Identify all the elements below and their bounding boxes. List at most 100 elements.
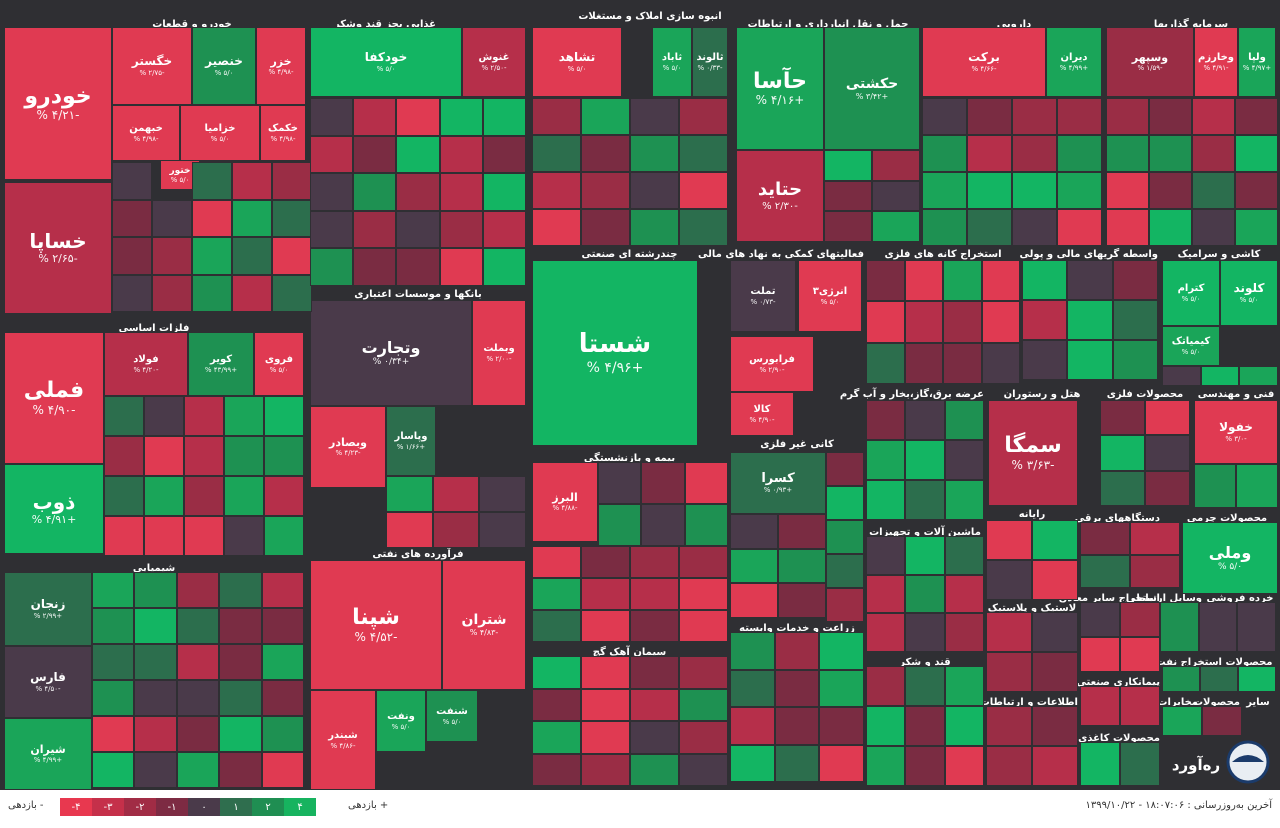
tile-minor[interactable]	[581, 546, 630, 578]
tile-22[interactable]: ونفت% ۵/۰	[376, 690, 426, 752]
tile-minor[interactable]	[1080, 522, 1130, 555]
tile-minor[interactable]	[679, 172, 728, 209]
tile-minor[interactable]	[944, 613, 984, 652]
tile-minor[interactable]	[219, 608, 262, 644]
tile-minor[interactable]	[482, 98, 526, 136]
tile-minor[interactable]	[272, 237, 312, 275]
tile-18[interactable]: وپاسار% ۱/۶۶+	[386, 406, 436, 476]
tile-38[interactable]: ولپا% ۴/۹۷+	[1238, 27, 1276, 97]
tile-minor[interactable]	[232, 237, 272, 275]
tile-minor[interactable]	[679, 610, 728, 642]
tile-minor[interactable]	[152, 199, 192, 237]
tile-minor[interactable]	[905, 440, 945, 480]
tile-minor[interactable]	[396, 210, 440, 249]
tile-minor[interactable]	[866, 666, 906, 706]
tile-minor[interactable]	[905, 613, 945, 652]
tile-minor[interactable]	[1149, 209, 1192, 246]
tile-minor[interactable]	[532, 135, 581, 172]
tile-minor[interactable]	[219, 752, 262, 788]
tile-minor[interactable]	[144, 476, 184, 516]
tile-minor[interactable]	[866, 746, 906, 786]
tile-minor[interactable]	[866, 706, 906, 746]
tile-minor[interactable]	[192, 199, 232, 237]
tile-minor[interactable]	[1106, 209, 1149, 246]
tile-45[interactable]: انرژی۳% ۵/۰	[798, 260, 862, 332]
tile-15[interactable]: وتجارت% ۰/۳۴+	[310, 300, 472, 406]
tile-minor[interactable]	[1130, 555, 1180, 588]
tile-minor[interactable]	[872, 180, 920, 212]
tile-minor[interactable]	[684, 462, 728, 504]
tile-minor[interactable]	[922, 209, 967, 246]
tile-minor[interactable]	[1106, 98, 1149, 135]
tile-minor[interactable]	[778, 548, 826, 584]
tile-minor[interactable]	[479, 512, 526, 548]
tile-minor[interactable]	[679, 98, 728, 135]
tile-minor[interactable]	[439, 173, 483, 211]
tile-minor[interactable]	[866, 260, 905, 302]
tile-minor[interactable]	[184, 516, 224, 556]
tile-minor[interactable]	[819, 632, 864, 670]
tile-minor[interactable]	[1022, 340, 1068, 380]
tile-48[interactable]: کترام% ۵/۰	[1162, 260, 1220, 326]
tile-minor[interactable]	[482, 210, 526, 249]
tile-0[interactable]: خودرو% ۴/۲۱-	[4, 27, 112, 180]
tile-minor[interactable]	[1130, 522, 1180, 555]
tile-47[interactable]: کلوند% ۵/۰	[1220, 260, 1278, 326]
tile-minor[interactable]	[819, 707, 864, 745]
tile-minor[interactable]	[986, 706, 1032, 746]
tile-minor[interactable]	[1235, 172, 1278, 209]
tile-minor[interactable]	[866, 301, 905, 343]
tile-minor[interactable]	[1192, 135, 1235, 172]
tile-minor[interactable]	[778, 514, 826, 549]
tile-minor[interactable]	[1239, 366, 1278, 386]
tile-minor[interactable]	[581, 578, 630, 610]
tile-minor[interactable]	[112, 199, 152, 237]
tile-minor[interactable]	[943, 342, 982, 384]
tile-minor[interactable]	[1080, 637, 1120, 672]
tile-minor[interactable]	[1120, 602, 1160, 637]
tile-minor[interactable]	[353, 98, 397, 136]
tile-minor[interactable]	[224, 516, 264, 556]
tile-minor[interactable]	[1057, 135, 1102, 172]
tile-minor[interactable]	[819, 669, 864, 707]
tile-minor[interactable]	[581, 209, 630, 246]
tile-minor[interactable]	[92, 608, 135, 644]
tile-minor[interactable]	[1198, 602, 1238, 652]
tile-minor[interactable]	[986, 612, 1032, 652]
tile-minor[interactable]	[826, 588, 864, 622]
tile-minor[interactable]	[679, 656, 728, 689]
tile-minor[interactable]	[1160, 602, 1199, 652]
tile-minor[interactable]	[353, 135, 397, 174]
tile-minor[interactable]	[310, 173, 354, 211]
tile-minor[interactable]	[144, 396, 184, 436]
tile-minor[interactable]	[778, 583, 826, 618]
tile-minor[interactable]	[1100, 470, 1145, 506]
tile-minor[interactable]	[581, 721, 630, 754]
tile-minor[interactable]	[1120, 637, 1160, 672]
tile-minor[interactable]	[1032, 746, 1078, 786]
tile-minor[interactable]	[581, 135, 630, 172]
tile-minor[interactable]	[581, 98, 630, 135]
tile-minor[interactable]	[396, 248, 440, 286]
tile-minor[interactable]	[1100, 400, 1145, 436]
tile-minor[interactable]	[272, 162, 312, 200]
tile-minor[interactable]	[581, 656, 630, 689]
tile-1[interactable]: خساپا% ۲/۶۵-	[4, 182, 112, 314]
tile-minor[interactable]	[1032, 652, 1078, 692]
tile-minor[interactable]	[866, 536, 906, 575]
tile-minor[interactable]	[176, 752, 220, 788]
tile-minor[interactable]	[904, 260, 943, 302]
tile-minor[interactable]	[866, 613, 906, 652]
tile-minor[interactable]	[224, 396, 264, 436]
tile-minor[interactable]	[310, 210, 354, 249]
tile-minor[interactable]	[482, 173, 526, 211]
tile-minor[interactable]	[630, 98, 679, 135]
tile-minor[interactable]	[630, 656, 679, 689]
tile-minor[interactable]	[532, 209, 581, 246]
tile-minor[interactable]	[1235, 98, 1278, 135]
tile-minor[interactable]	[905, 666, 945, 706]
tile-minor[interactable]	[872, 150, 920, 181]
tile-minor[interactable]	[1080, 602, 1120, 637]
tile-minor[interactable]	[1112, 300, 1158, 340]
tile-minor[interactable]	[310, 248, 354, 286]
